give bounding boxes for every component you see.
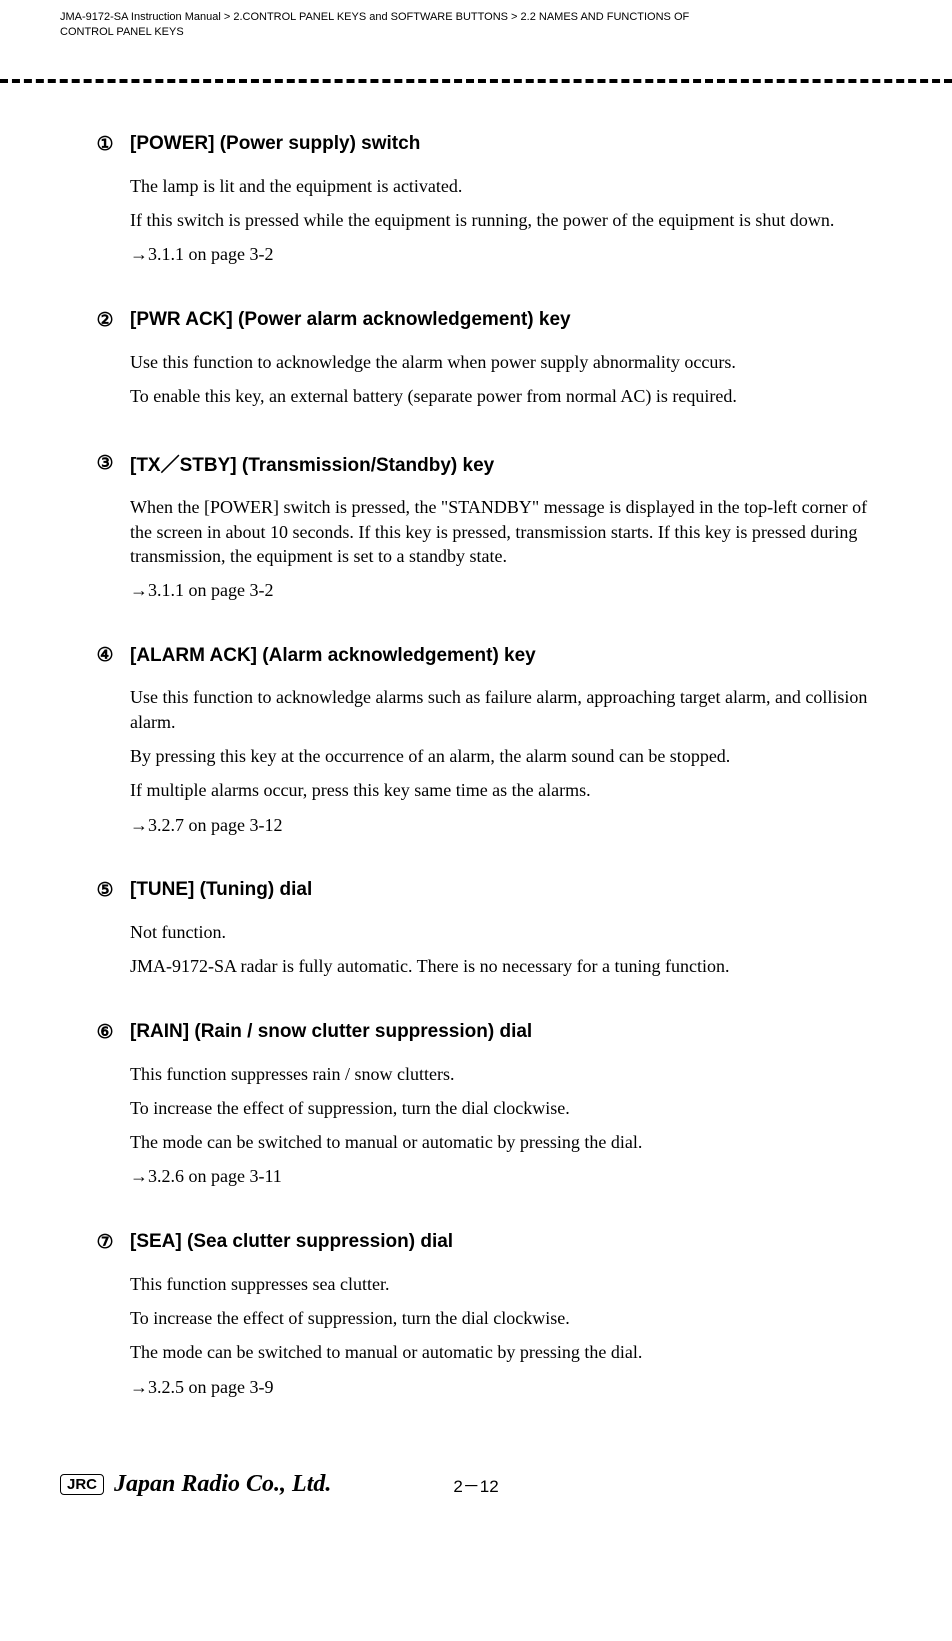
section-title-text: [TUNE] (Tuning) dial bbox=[130, 879, 312, 901]
body-text: To increase the effect of suppression, t… bbox=[130, 1096, 892, 1120]
section-number: ⑦ bbox=[94, 1231, 116, 1254]
section-title: ② [PWR ACK] (Power alarm acknowledgement)… bbox=[94, 309, 892, 332]
body-text: Use this function to acknowledge alarms … bbox=[130, 685, 892, 734]
section-title: ① [POWER] (Power supply) switch bbox=[94, 133, 892, 156]
section-number: ⑤ bbox=[94, 879, 116, 902]
jrc-logo: JRC bbox=[60, 1474, 104, 1495]
section-number: ④ bbox=[94, 644, 116, 667]
body-text: →3.1.1 on page 3-2 bbox=[130, 578, 892, 602]
body-text: This function suppresses sea clutter. bbox=[130, 1272, 892, 1296]
section-title-text: [SEA] (Sea clutter suppression) dial bbox=[130, 1231, 453, 1253]
body-text: Use this function to acknowledge the ala… bbox=[130, 350, 892, 374]
page-number: 2－12 bbox=[453, 1472, 498, 1497]
body-text: →3.2.7 on page 3-12 bbox=[130, 813, 892, 837]
header-line1: JMA-9172-SA Instruction Manual > 2.CONTR… bbox=[60, 10, 892, 25]
section-title: ④ [ALARM ACK] (Alarm acknowledgement) key bbox=[94, 644, 892, 667]
section-number: ② bbox=[94, 309, 116, 332]
body-text: This function suppresses rain / snow clu… bbox=[130, 1062, 892, 1086]
section-title-text: [ALARM ACK] (Alarm acknowledgement) key bbox=[130, 645, 536, 667]
body-text: →3.1.1 on page 3-2 bbox=[130, 242, 892, 266]
section: ⑥[RAIN] (Rain / snow clutter suppression… bbox=[130, 1021, 892, 1189]
body-text: The mode can be switched to manual or au… bbox=[130, 1130, 892, 1154]
section-title-text: [POWER] (Power supply) switch bbox=[130, 133, 420, 155]
section-title-text: [TX／STBY] (Transmission/Standby) key bbox=[130, 450, 494, 477]
body-text: Not function. bbox=[130, 920, 892, 944]
section-number: ① bbox=[94, 133, 116, 156]
section: ②[PWR ACK] (Power alarm acknowledgement)… bbox=[130, 309, 892, 409]
body-text: The lamp is lit and the equipment is act… bbox=[130, 174, 892, 198]
section-title: ⑥ [RAIN] (Rain / snow clutter suppression… bbox=[94, 1021, 892, 1044]
body-text: To increase the effect of suppression, t… bbox=[130, 1306, 892, 1330]
section: ⑤[TUNE] (Tuning) dialNot function.JMA-91… bbox=[130, 879, 892, 979]
body-text: If multiple alarms occur, press this key… bbox=[130, 778, 892, 802]
section-title: ⑤ [TUNE] (Tuning) dial bbox=[94, 879, 892, 902]
body-text: →3.2.6 on page 3-11 bbox=[130, 1164, 892, 1188]
body-text: JMA-9172-SA radar is fully automatic. Th… bbox=[130, 954, 892, 978]
body-text: If this switch is pressed while the equi… bbox=[130, 208, 892, 232]
section-title-text: [PWR ACK] (Power alarm acknowledgement) … bbox=[130, 309, 571, 331]
company-name: Japan Radio Co., Ltd. bbox=[114, 1471, 892, 1498]
body-text: By pressing this key at the occurrence o… bbox=[130, 744, 892, 768]
section: ④[ALARM ACK] (Alarm acknowledgement) key… bbox=[130, 644, 892, 836]
section: ③[TX／STBY] (Transmission/Standby) keyWhe… bbox=[130, 450, 892, 602]
footer: JRC Japan Radio Co., Ltd. 2－12 bbox=[0, 1471, 952, 1518]
divider bbox=[0, 79, 952, 83]
section-title: ③ [TX／STBY] (Transmission/Standby) key bbox=[94, 450, 892, 477]
section-number: ⑥ bbox=[94, 1021, 116, 1044]
header-line2: CONTROL PANEL KEYS bbox=[60, 25, 892, 40]
breadcrumb-header: JMA-9172-SA Instruction Manual > 2.CONTR… bbox=[60, 10, 892, 41]
section: ①[POWER] (Power supply) switchThe lamp i… bbox=[130, 133, 892, 267]
section-number: ③ bbox=[94, 452, 116, 475]
body-text: To enable this key, an external battery … bbox=[130, 384, 892, 408]
section: ⑦[SEA] (Sea clutter suppression) dialThi… bbox=[130, 1231, 892, 1399]
body-text: The mode can be switched to manual or au… bbox=[130, 1340, 892, 1364]
section-title-text: [RAIN] (Rain / snow clutter suppression)… bbox=[130, 1021, 532, 1043]
section-title: ⑦ [SEA] (Sea clutter suppression) dial bbox=[94, 1231, 892, 1254]
body-text: When the [POWER] switch is pressed, the … bbox=[130, 495, 892, 568]
body-text: →3.2.5 on page 3-9 bbox=[130, 1375, 892, 1399]
